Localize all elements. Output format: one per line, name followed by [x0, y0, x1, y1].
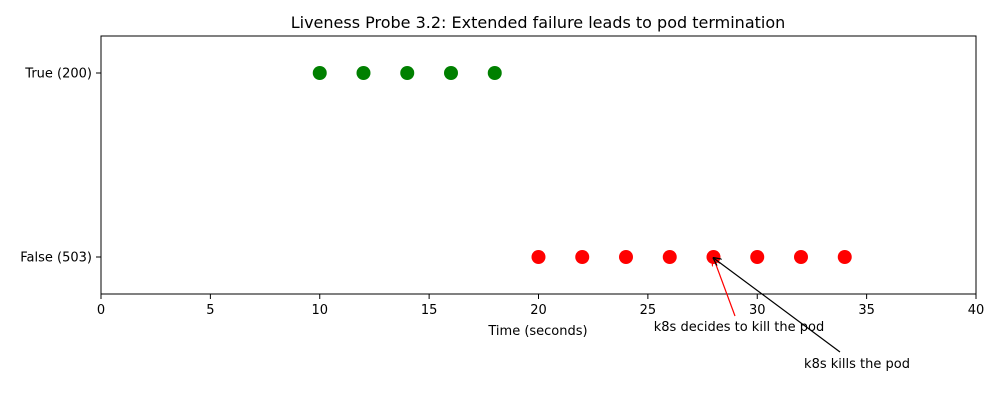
x-tick-label: 10: [311, 303, 328, 318]
data-point: [619, 250, 633, 264]
annotation-label: k8s kills the pod: [804, 357, 910, 372]
x-tick-label: 5: [206, 303, 214, 318]
annotation-arrow: [714, 258, 841, 353]
x-tick-label: 30: [749, 303, 766, 318]
x-tick-label: 0: [97, 303, 105, 318]
data-points: [312, 66, 852, 264]
data-point: [444, 66, 458, 80]
y-axis: False (503) True (200): [20, 67, 101, 266]
data-point: [487, 66, 502, 80]
x-tick-label: 40: [968, 303, 985, 318]
data-point: [794, 250, 808, 264]
data-point: [356, 66, 371, 80]
x-tick-label: 20: [530, 303, 547, 318]
y-tick-label: True (200): [24, 67, 92, 82]
data-point: [575, 250, 590, 264]
annotation-arrow: [714, 258, 736, 317]
x-tick-label: 35: [858, 303, 875, 318]
y-tick-label: False (503): [20, 251, 92, 266]
x-axis-label: Time (seconds): [487, 324, 587, 339]
x-tick-label: 25: [640, 303, 657, 318]
data-point: [400, 66, 415, 80]
data-point: [312, 66, 327, 80]
data-point: [750, 250, 765, 264]
x-tick-label: 15: [421, 303, 438, 318]
chart-title: Liveness Probe 3.2: Extended failure lea…: [291, 13, 786, 32]
x-axis: 0 5 10 15 20 25 30 35 40: [97, 294, 984, 318]
annotation-label: k8s decides to kill the pod: [654, 320, 824, 335]
data-point: [662, 250, 677, 264]
annotations: k8s decides to kill the pod k8s kills the…: [654, 258, 910, 372]
data-point: [531, 250, 546, 264]
data-point: [837, 250, 852, 264]
